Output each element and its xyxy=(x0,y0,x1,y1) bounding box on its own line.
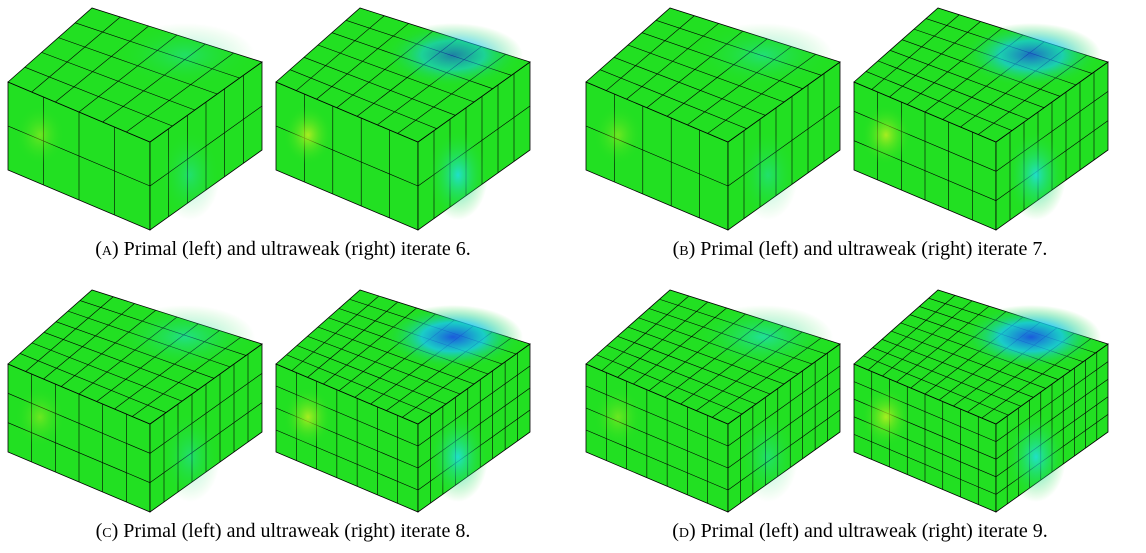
mesh-line xyxy=(43,303,135,380)
mesh-line xyxy=(882,300,973,377)
field-blob xyxy=(383,23,523,87)
caption-label: (b) xyxy=(673,238,696,260)
mesh-box xyxy=(853,289,1109,513)
mesh-images xyxy=(7,7,1109,513)
field-blob xyxy=(115,305,255,369)
caption: (a) Primal (left) and ultraweak (right) … xyxy=(95,238,471,260)
field-blob xyxy=(1006,412,1066,502)
field-blob xyxy=(961,305,1101,369)
field-blob xyxy=(283,105,333,165)
caption: (d) Primal (left) and ultraweak (right) … xyxy=(672,520,1048,542)
mesh-line xyxy=(626,23,719,100)
mesh-line xyxy=(889,21,981,98)
mesh-box xyxy=(853,7,1109,231)
field-blob xyxy=(961,23,1101,87)
mesh-line xyxy=(606,345,757,405)
mesh-line xyxy=(31,16,121,93)
field-blob xyxy=(593,105,643,165)
mesh-line xyxy=(296,345,447,405)
mesh-line xyxy=(606,15,695,91)
field-blob xyxy=(115,23,255,87)
field-blob xyxy=(1006,130,1066,220)
field-blob xyxy=(861,105,911,165)
mesh-line xyxy=(617,335,771,395)
field-blob xyxy=(861,387,911,447)
mesh-line xyxy=(601,295,690,371)
field-blob xyxy=(15,105,65,165)
caption-label: (d) xyxy=(672,520,695,542)
mesh-box xyxy=(7,289,263,513)
mesh-line xyxy=(289,69,437,129)
field-blob xyxy=(15,387,65,447)
caption-text: Primal (left) and ultraweak (right) iter… xyxy=(700,238,1047,260)
caption-text: Primal (left) and ultraweak (right) iter… xyxy=(701,520,1048,542)
mesh-box xyxy=(275,289,531,513)
mesh-line xyxy=(291,295,380,371)
field-blob xyxy=(693,305,833,369)
caption-text: Primal (left) and ultraweak (right) iter… xyxy=(124,238,471,260)
mesh-line xyxy=(599,69,747,129)
mesh-line xyxy=(303,57,456,116)
mesh-line xyxy=(316,23,409,100)
mesh-box xyxy=(275,7,531,231)
mesh-line xyxy=(296,15,385,91)
mesh-box xyxy=(585,289,841,513)
mesh-line xyxy=(617,301,708,378)
mesh-line xyxy=(307,301,398,378)
mesh-box xyxy=(585,7,841,231)
field-blob xyxy=(428,412,488,502)
field-blob xyxy=(283,387,333,447)
caption-label: (c) xyxy=(96,520,119,542)
mesh-box xyxy=(7,7,263,231)
field-blob xyxy=(738,412,798,502)
field-blob xyxy=(160,130,220,220)
caption: (c) Primal (left) and ultraweak (right) … xyxy=(96,520,471,542)
field-blob xyxy=(693,23,833,87)
caption-text: Primal (left) and ultraweak (right) iter… xyxy=(123,520,470,542)
mesh-line xyxy=(868,295,956,371)
mesh-line xyxy=(307,335,461,395)
field-blob xyxy=(160,412,220,502)
mesh-line xyxy=(286,354,433,415)
field-blob xyxy=(738,130,798,220)
field-blob xyxy=(383,305,523,369)
mesh-line xyxy=(596,354,743,415)
mesh-line xyxy=(871,14,960,90)
field-blob xyxy=(428,130,488,220)
field-blob xyxy=(593,387,643,447)
caption-label: (a) xyxy=(95,238,118,260)
mesh-line xyxy=(25,296,114,372)
caption: (b) Primal (left) and ultraweak (right) … xyxy=(673,238,1048,260)
mesh-line xyxy=(613,57,766,116)
